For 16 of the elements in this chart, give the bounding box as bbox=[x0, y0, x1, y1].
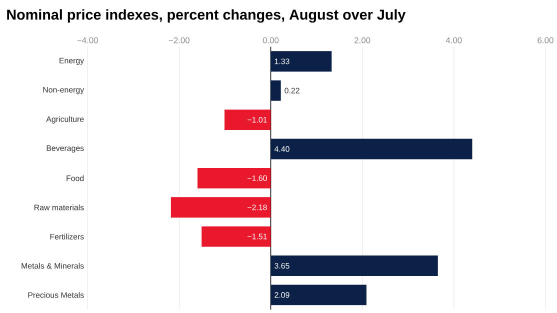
x-tick-label: 6.00 bbox=[538, 38, 554, 44]
x-tick-label: −2.00 bbox=[168, 38, 190, 44]
chart-title: Nominal price indexes, percent changes, August over July bbox=[7, 9, 406, 23]
bar bbox=[170, 197, 271, 218]
x-tick-label: 2.00 bbox=[354, 38, 370, 44]
bar bbox=[270, 256, 438, 276]
x-tick-label: −4.00 bbox=[77, 38, 98, 44]
bar bbox=[197, 168, 271, 189]
bar bbox=[224, 110, 271, 130]
bar bbox=[270, 284, 366, 306]
bar bbox=[202, 226, 271, 248]
bar bbox=[270, 138, 472, 160]
bar bbox=[270, 51, 332, 72]
x-tick-label: 0.00 bbox=[262, 38, 279, 44]
bar bbox=[270, 80, 281, 102]
x-tick-label: 4.00 bbox=[446, 38, 462, 44]
